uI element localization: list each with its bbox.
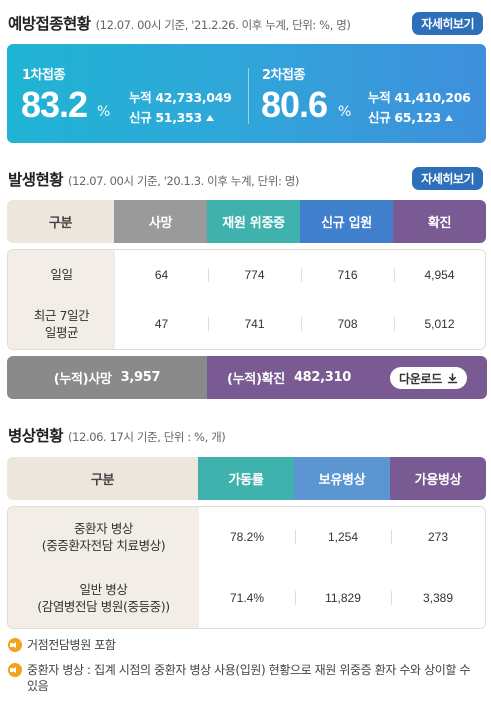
table-row: 64 774 716 4,954 — [115, 250, 485, 300]
increase-arrow-icon — [205, 115, 214, 121]
occurrence-subtitle: (12.07. 00시 기준, '20.1.3. 이후 누계, 단위: 명) — [68, 174, 299, 188]
header-severe: 재원 위중증 — [207, 200, 300, 243]
dose1-cumulative: 누적 42,733,049 — [129, 90, 232, 105]
icu-available: 273 — [391, 530, 485, 545]
beds-header: 병상현황 (12.06. 17시 기준, 단위 : %, 개) — [8, 424, 226, 446]
dose2-label: 2차접종 — [262, 68, 305, 83]
general-available: 3,389 — [391, 590, 485, 605]
occurrence-table-header: 구분 사망 재원 위중증 신규 입원 확진 — [7, 200, 486, 243]
cumulative-death-value: 3,957 — [120, 370, 161, 385]
cumulative-confirmed-label: (누적)확진 — [227, 372, 285, 387]
dose2-cumulative: 누적 41,410,206 — [368, 90, 471, 105]
dose1-label: 1차접종 — [22, 68, 65, 83]
vaccination-subtitle: (12.07. 00시 기준, '21.2.26. 이후 누계, 단위: %, … — [95, 18, 351, 32]
table-row: 71.4% 11,829 3,389 — [199, 568, 485, 629]
daily-admission: 716 — [301, 267, 394, 282]
cumulative-confirmed-value: 482,310 — [293, 370, 352, 385]
header-admission: 신규 입원 — [300, 200, 393, 243]
avg-confirmed: 5,012 — [394, 317, 485, 332]
dose2-new: 신규 65,123 — [368, 107, 453, 126]
speaker-icon — [8, 663, 22, 677]
header-category: 구분 — [7, 200, 114, 243]
speaker-icon — [8, 638, 22, 652]
note-text: 거점전담병원 포함 — [27, 638, 116, 652]
daily-severe: 774 — [208, 267, 301, 282]
daily-death: 64 — [154, 267, 169, 282]
dose1-unit: % — [97, 104, 111, 120]
occurrence-header: 발생현황 (12.07. 00시 기준, '20.1.3. 이후 누계, 단위:… — [8, 168, 299, 190]
download-label: 다운로드 — [399, 371, 442, 386]
row-label-7day: 최근 7일간 일평균 — [33, 308, 90, 341]
increase-arrow-icon — [444, 115, 453, 121]
beds-header-rate: 가동률 — [198, 457, 294, 500]
beds-subtitle: (12.06. 17시 기준, 단위 : %, 개) — [68, 430, 226, 444]
vaccination-more-button[interactable]: 자세히보기 — [412, 12, 483, 35]
table-row: 78.2% 1,254 273 — [199, 507, 485, 568]
header-confirmed: 확진 — [393, 200, 486, 243]
avg-severe: 741 — [208, 317, 301, 332]
download-button[interactable]: 다운로드 — [390, 367, 467, 389]
row-label-daily: 일일 — [50, 267, 73, 283]
avg-admission: 708 — [301, 317, 394, 332]
daily-confirmed: 4,954 — [394, 267, 485, 282]
dose1-percent: 83.2 — [21, 84, 88, 125]
vaccination-panel: 1차접종 83.2 % 누적 42,733,049 신규 51,353 2차접종 8… — [7, 44, 486, 143]
note-item: 거점전담병원 포함 — [8, 637, 484, 653]
vaccination-title: 예방접종현황 — [8, 15, 91, 33]
cumulative-confirmed-bar: (누적)확진 482,310 다운로드 — [207, 356, 487, 399]
occurrence-more-button[interactable]: 자세히보기 — [412, 167, 483, 190]
cumulative-death-label: (누적)사망 — [53, 372, 112, 387]
note-text: 중환자 병상 : 집계 시점의 중환자 병상 사용(입원) 현황으로 재원 위중… — [27, 663, 471, 693]
row-label-icu: 중환자 병상 (중증환자전담 치료병상) — [41, 521, 166, 554]
occurrence-title: 발생현황 — [8, 171, 64, 189]
header-death: 사망 — [114, 200, 207, 243]
table-row: 47 741 708 5,012 — [115, 300, 485, 350]
note-item: 중환자 병상 : 집계 시점의 중환자 병상 사용(입원) 현황으로 재원 위중… — [8, 662, 484, 694]
icu-rate: 78.2% — [229, 530, 265, 545]
beds-header-category: 구분 — [7, 457, 198, 500]
download-icon — [447, 372, 458, 383]
occurrence-table-body: 일일 최근 7일간 일평균 64 774 716 4,954 47 741 70… — [7, 249, 486, 350]
dose2-percent: 80.6 — [261, 84, 328, 125]
dose1-new: 신규 51,353 — [129, 107, 214, 126]
beds-header-available: 가용병상 — [390, 457, 486, 500]
beds-title: 병상현황 — [8, 427, 64, 445]
general-rate: 71.4% — [229, 590, 265, 605]
dose2-unit: % — [338, 104, 352, 120]
beds-table-body: 중환자 병상 (중증환자전담 치료병상) 일반 병상 (감염병전담 병원(중등중… — [7, 506, 486, 629]
icu-total: 1,254 — [295, 530, 391, 545]
general-total: 11,829 — [295, 590, 391, 605]
vaccination-divider — [248, 68, 249, 124]
vaccination-header: 예방접종현황 (12.07. 00시 기준, '21.2.26. 이후 누계, … — [8, 12, 351, 34]
beds-header-total: 보유병상 — [294, 457, 390, 500]
avg-death: 47 — [154, 317, 169, 332]
row-label-general: 일반 병상 (감염병전담 병원(중등중)) — [37, 581, 170, 614]
cumulative-death-bar: (누적)사망 3,957 — [7, 356, 207, 399]
beds-table-header: 구분 가동률 보유병상 가용병상 — [7, 457, 486, 500]
